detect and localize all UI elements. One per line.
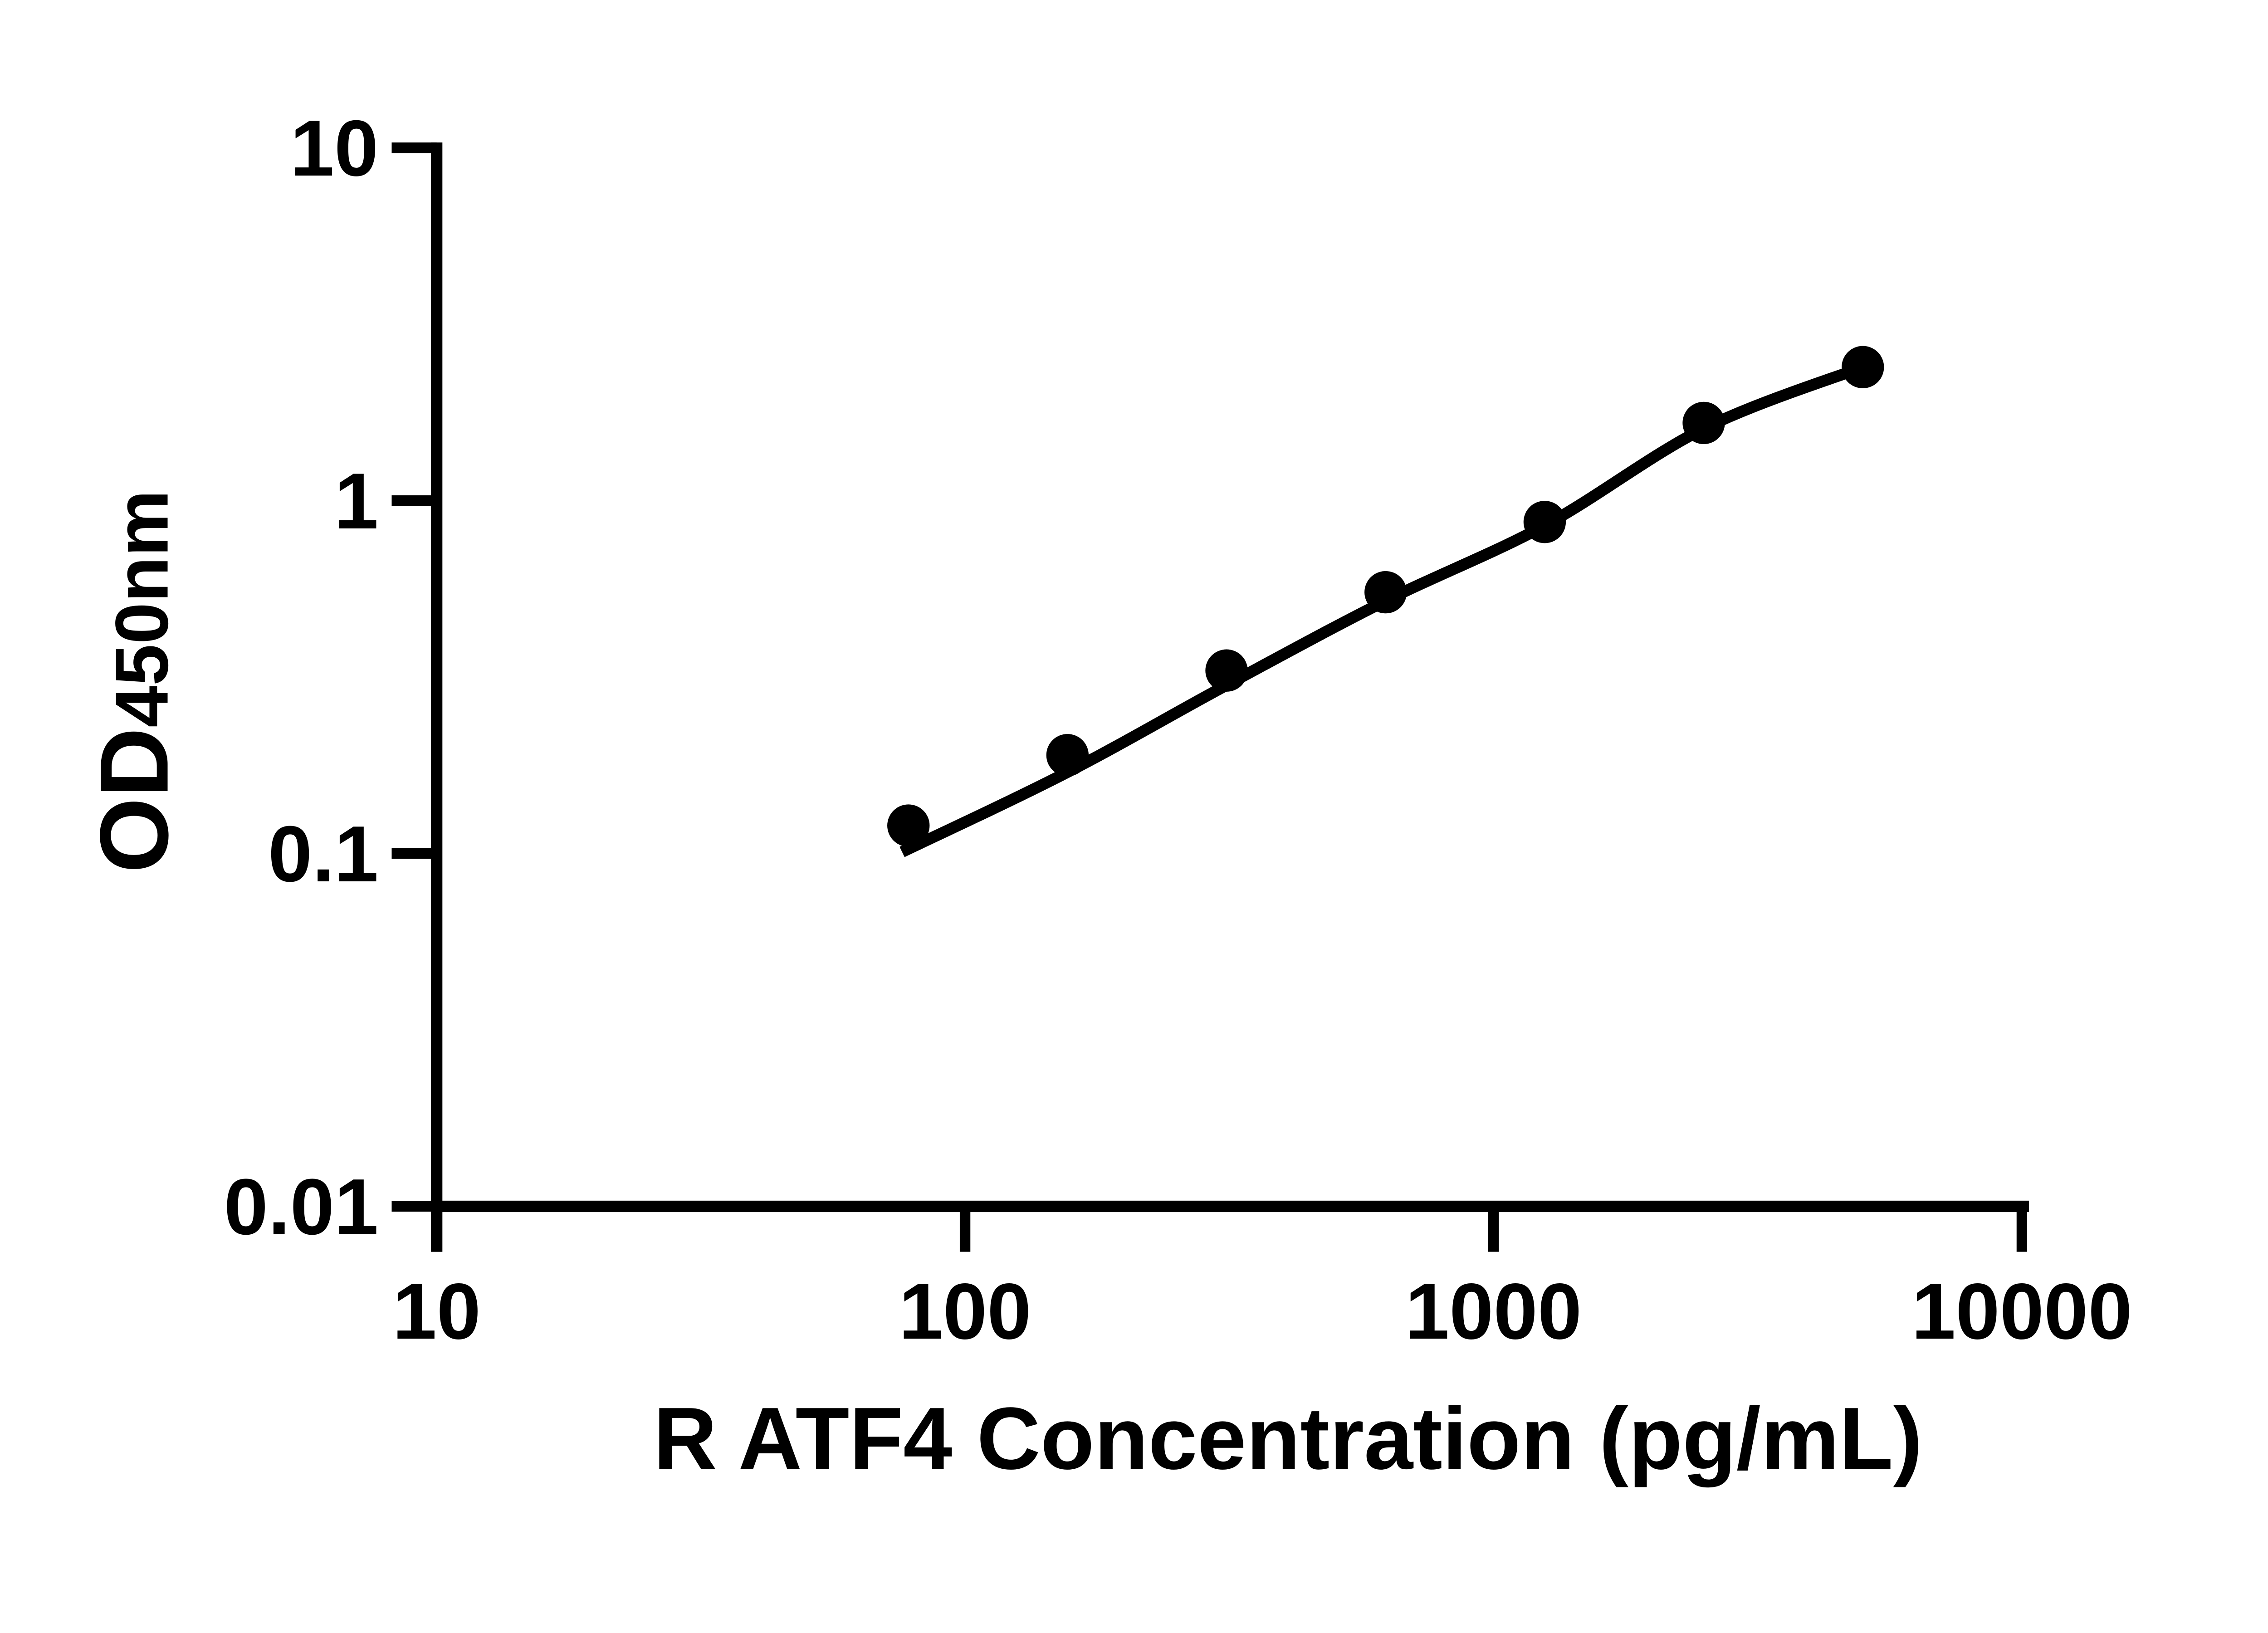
y-tick-label: 0.1 [268, 810, 378, 899]
y-tick-label: 10 [290, 104, 379, 193]
data-point [1046, 734, 1089, 777]
plot-area: 10 100 1000 10000 10 1 0.1 0.01 [224, 104, 2132, 1356]
x-tick-label: 1000 [1405, 1267, 1582, 1356]
x-axis-title: R ATF4 Concentration (pg/mL) [653, 1389, 1922, 1488]
y-tick-label: 0.01 [224, 1163, 379, 1252]
y-tick-label: 1 [334, 457, 378, 546]
y-axis-title-main: OD [80, 728, 189, 873]
data-point [1205, 649, 1248, 692]
data-point [1842, 346, 1884, 388]
y-axis-title: OD450nm [80, 490, 189, 873]
x-tick-label: 10 [392, 1267, 481, 1356]
standard-curve-chart: 10 100 1000 10000 10 1 0.1 0.01 R ATF4 Concentr… [80, 104, 2132, 1488]
x-tick-label: 10000 [1911, 1267, 2132, 1356]
y-axis-title-subscript: 450nm [100, 490, 184, 728]
data-point [1523, 501, 1566, 543]
data-point [1682, 401, 1725, 445]
x-tick-label: 100 [899, 1267, 1031, 1356]
elisa-standard-curve-figure: 10 100 1000 10000 10 1 0.1 0.01 R ATF4 Concentr… [80, 104, 2132, 1488]
data-point [887, 804, 930, 847]
data-point [1364, 571, 1407, 614]
